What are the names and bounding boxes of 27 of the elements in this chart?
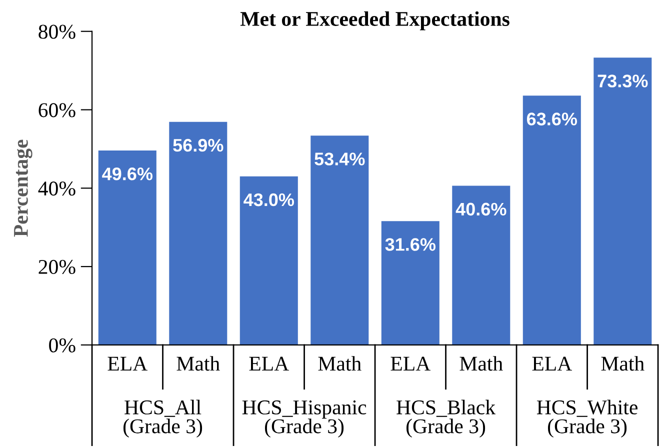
x-tick-label: Math xyxy=(601,356,644,371)
data-label: 73.3% xyxy=(598,74,648,88)
y-tick-label: 0% xyxy=(49,338,76,352)
text: HCS_Black (Grade 3) xyxy=(396,400,496,438)
data-label: 31.6% xyxy=(385,238,436,251)
text: HCS_All (Grade 3) xyxy=(123,400,202,438)
data-label: 43.0% xyxy=(244,193,294,206)
data-label: 49.6% xyxy=(102,168,153,180)
x-tick-label: ELA xyxy=(532,356,572,371)
data-label: 40.6% xyxy=(456,202,506,216)
x-tick-label: Math xyxy=(176,356,220,371)
x-tick-label: ELA xyxy=(390,356,430,371)
y-axis-title: Percentage xyxy=(14,140,32,237)
x-tick-label: ELA xyxy=(108,356,148,371)
data-label: 56.9% xyxy=(173,138,224,152)
text: HCS_Hispanic (Grade 3) xyxy=(242,400,366,438)
chart-title: Met or Exceeded Expectations xyxy=(240,11,510,30)
y-tick-label: 60% xyxy=(38,103,76,118)
y-tick-label: 80% xyxy=(38,24,76,39)
data-label: 63.6% xyxy=(526,112,578,126)
text: HCS_White (Grade 3) xyxy=(536,400,638,438)
x-tick-label: ELA xyxy=(249,356,289,371)
y-tick-label: 20% xyxy=(38,260,76,274)
data-label: 53.4% xyxy=(314,152,365,166)
y-tick-label: 40% xyxy=(38,182,76,196)
x-tick-label: Math xyxy=(318,356,362,371)
x-tick-label: Math xyxy=(460,356,503,371)
